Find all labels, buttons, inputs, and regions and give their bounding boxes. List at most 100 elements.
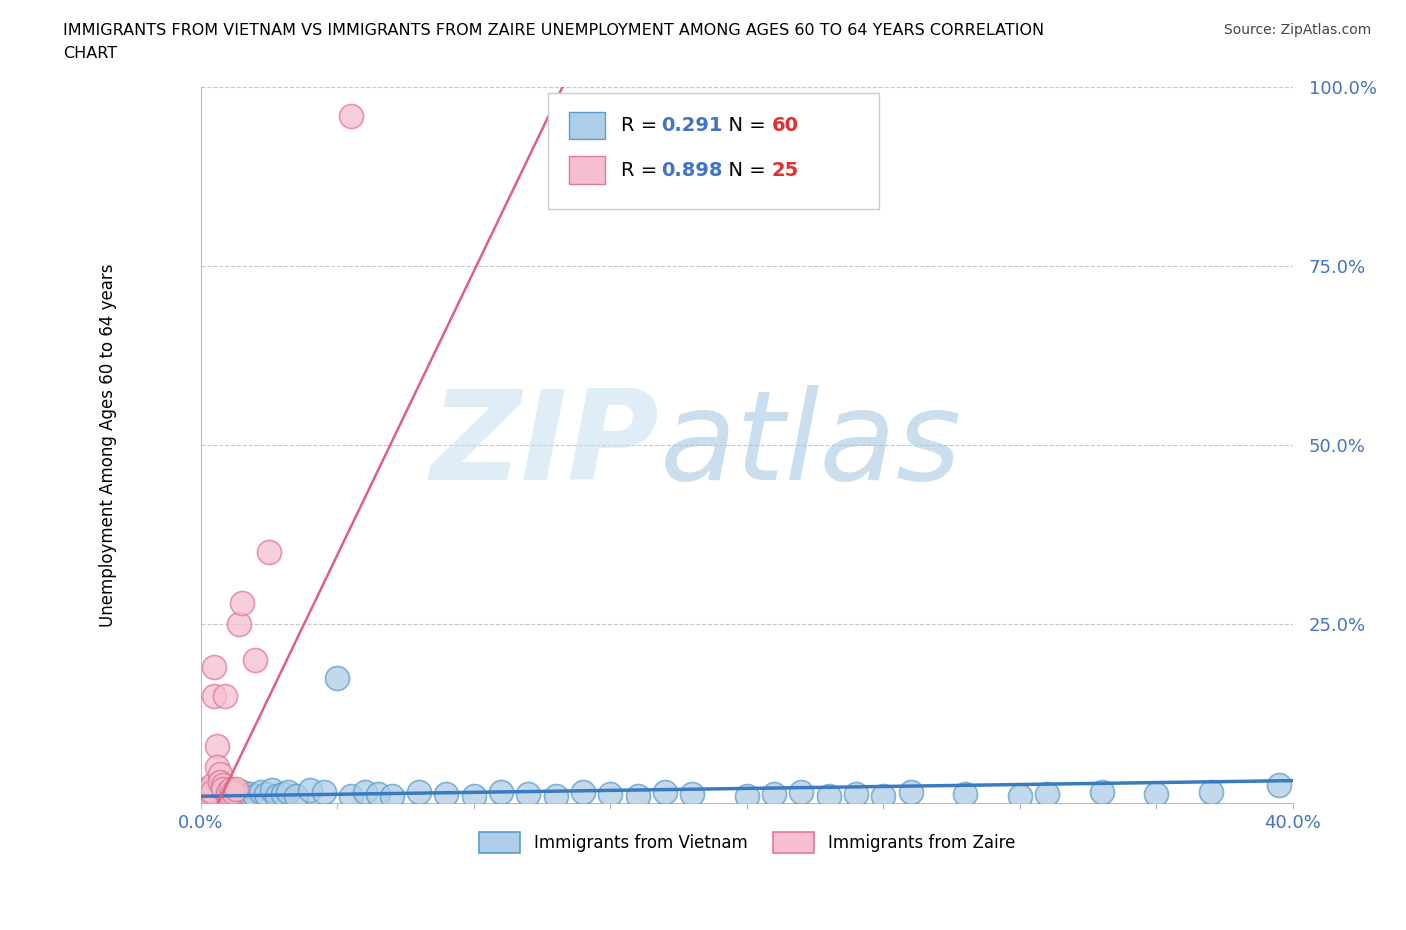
Point xyxy=(900,785,922,800)
Point xyxy=(198,783,221,798)
Point xyxy=(681,787,703,802)
Point xyxy=(436,787,458,802)
Point xyxy=(217,787,239,802)
Point xyxy=(1036,787,1059,802)
Point xyxy=(544,789,567,804)
Point xyxy=(266,789,288,804)
Point xyxy=(205,787,228,802)
Point xyxy=(231,785,253,800)
Point xyxy=(195,785,218,800)
Text: ZIP: ZIP xyxy=(430,385,659,506)
Point xyxy=(225,781,247,796)
Point xyxy=(817,789,839,804)
Point xyxy=(517,787,540,802)
Point xyxy=(208,785,231,800)
Point xyxy=(312,785,335,800)
Text: atlas: atlas xyxy=(659,385,962,506)
Point xyxy=(654,785,676,800)
Point xyxy=(626,789,648,804)
Text: N =: N = xyxy=(716,161,772,179)
Point xyxy=(217,785,239,800)
Point xyxy=(271,787,294,802)
Point xyxy=(955,787,977,802)
Point xyxy=(205,760,228,775)
Text: 60: 60 xyxy=(772,116,799,135)
Point xyxy=(202,688,225,703)
Point xyxy=(1144,787,1167,802)
Point xyxy=(211,781,233,796)
Point xyxy=(193,789,215,804)
Point xyxy=(214,789,236,804)
Text: R =: R = xyxy=(621,161,664,179)
Text: 25: 25 xyxy=(772,161,799,179)
Point xyxy=(572,785,595,800)
Point xyxy=(340,108,363,123)
Point xyxy=(219,789,242,804)
Point xyxy=(228,787,250,802)
Point xyxy=(463,789,485,804)
Point xyxy=(845,787,868,802)
Point xyxy=(217,783,239,798)
Point xyxy=(245,789,267,804)
Point xyxy=(735,789,758,804)
Text: N =: N = xyxy=(716,116,772,135)
Point xyxy=(195,781,218,796)
Text: Source: ZipAtlas.com: Source: ZipAtlas.com xyxy=(1223,23,1371,37)
Point xyxy=(277,785,299,800)
Point xyxy=(1091,785,1114,800)
Point xyxy=(599,787,621,802)
Point xyxy=(489,785,512,800)
Point xyxy=(326,671,349,685)
Text: CHART: CHART xyxy=(63,46,117,61)
Point xyxy=(367,787,389,802)
Point xyxy=(201,777,224,792)
Point xyxy=(228,617,250,631)
Point xyxy=(1199,785,1222,800)
Point xyxy=(222,785,245,800)
Point xyxy=(249,785,271,800)
Point xyxy=(1268,777,1291,792)
Point xyxy=(408,785,430,800)
Text: 0.898: 0.898 xyxy=(661,161,723,179)
Point xyxy=(1008,789,1031,804)
Point xyxy=(239,787,262,802)
Point xyxy=(245,653,267,668)
Text: IMMIGRANTS FROM VIETNAM VS IMMIGRANTS FROM ZAIRE UNEMPLOYMENT AMONG AGES 60 TO 6: IMMIGRANTS FROM VIETNAM VS IMMIGRANTS FR… xyxy=(63,23,1045,38)
Point xyxy=(763,787,786,802)
Point xyxy=(381,789,404,804)
Point xyxy=(201,785,224,800)
Point xyxy=(211,777,233,792)
Legend: Immigrants from Vietnam, Immigrants from Zaire: Immigrants from Vietnam, Immigrants from… xyxy=(472,826,1022,859)
Point xyxy=(790,785,813,800)
Point xyxy=(195,789,218,804)
Point xyxy=(202,790,225,804)
Point xyxy=(872,789,894,804)
Point xyxy=(201,785,224,800)
Text: R =: R = xyxy=(621,116,664,135)
Point xyxy=(254,787,277,802)
Point xyxy=(202,659,225,674)
Point xyxy=(193,787,215,802)
Point xyxy=(214,688,236,703)
Point xyxy=(225,789,247,804)
Text: 0.291: 0.291 xyxy=(661,116,723,135)
Point xyxy=(353,785,375,800)
Point xyxy=(208,767,231,782)
Point xyxy=(236,790,259,804)
Point xyxy=(222,785,245,800)
Y-axis label: Unemployment Among Ages 60 to 64 years: Unemployment Among Ages 60 to 64 years xyxy=(100,263,117,627)
Point xyxy=(198,790,221,804)
Point xyxy=(208,774,231,789)
Point xyxy=(205,738,228,753)
Point xyxy=(340,789,363,804)
Point xyxy=(211,790,233,804)
Point xyxy=(217,789,239,804)
Point xyxy=(285,789,308,804)
Point xyxy=(202,789,225,804)
Point xyxy=(231,595,253,610)
Point xyxy=(298,783,321,798)
Point xyxy=(257,545,280,560)
Point xyxy=(233,789,256,804)
Point xyxy=(260,783,283,798)
Point xyxy=(219,781,242,796)
